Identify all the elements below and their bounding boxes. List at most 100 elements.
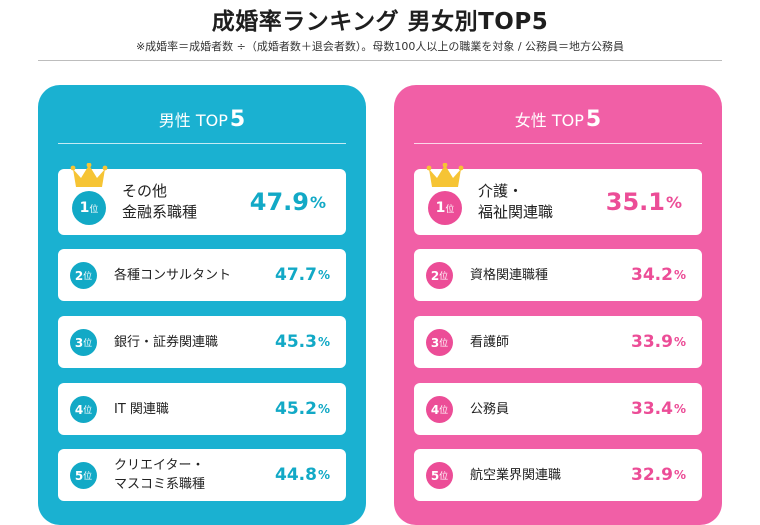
rank-suffix: 位 xyxy=(439,339,449,349)
percent-sign: % xyxy=(317,335,330,349)
marriage-rate-value: 35.1% xyxy=(606,169,682,235)
occupation-label: クリエイター・ マスコミ系職種 xyxy=(114,449,205,501)
rank-number: 1 xyxy=(435,200,446,216)
marriage-rate-value: 47.7% xyxy=(275,249,330,301)
percent-sign: % xyxy=(317,468,330,482)
occupation-line: 福祉関連職 xyxy=(478,203,554,221)
percent-sign: % xyxy=(309,192,326,212)
occupation-line: その他 xyxy=(122,182,168,200)
occupation-line: 銀行・証券関連職 xyxy=(114,334,219,350)
male-panel-divider xyxy=(58,143,346,144)
female-rank-card: 4 位 公務員 33.4% xyxy=(414,383,702,435)
male-panel-heading: 男性 TOP xyxy=(158,111,228,130)
marriage-rate-value: 45.3% xyxy=(275,316,330,368)
marriage-rate-value: 33.4% xyxy=(631,383,686,435)
occupation-label: 介護・ 福祉関連職 xyxy=(478,169,553,235)
male-rank-card: 3 位 銀行・証券関連職 45.3% xyxy=(58,316,346,368)
percent-sign: % xyxy=(673,468,686,482)
rank-number: 4 xyxy=(74,402,84,417)
occupation-label: 公務員 xyxy=(470,383,509,435)
male-panel-heading-number: 5 xyxy=(229,107,246,132)
marriage-rate-value: 34.2% xyxy=(631,249,686,301)
rank-suffix: 位 xyxy=(439,406,449,416)
rate-number: 35.1 xyxy=(605,188,665,216)
marriage-rate-value: 32.9% xyxy=(631,449,686,501)
rate-number: 33.4 xyxy=(631,399,673,419)
marriage-rate-value: 47.9% xyxy=(250,169,326,235)
percent-sign: % xyxy=(665,192,682,212)
occupation-label: 各種コンサルタント xyxy=(114,249,231,301)
occupation-line: 資格関連職種 xyxy=(470,267,549,283)
rate-number: 33.9 xyxy=(631,332,673,352)
rank-number: 4 xyxy=(430,402,440,417)
occupation-label: 看護師 xyxy=(470,316,509,368)
crown-icon xyxy=(426,163,464,187)
occupation-line: 介護・ xyxy=(478,182,524,200)
rank-suffix: 位 xyxy=(89,204,99,215)
rate-number: 45.2 xyxy=(275,399,317,419)
occupation-line: 各種コンサルタント xyxy=(114,267,232,283)
rank-number: 2 xyxy=(74,268,84,283)
percent-sign: % xyxy=(673,268,686,282)
occupation-line: 航空業界関連職 xyxy=(470,467,562,483)
female-panel-divider xyxy=(414,143,702,144)
rank-number: 1 xyxy=(79,200,90,216)
rank-suffix: 位 xyxy=(439,272,449,282)
header-divider xyxy=(38,60,722,61)
female-panel-heading-number: 5 xyxy=(585,107,602,132)
occupation-label: 資格関連職種 xyxy=(470,249,548,301)
definition-note: ※成婚率＝成婚者数 ÷（成婚者数＋退会者数）。母数100人以上の職業を対象 / … xyxy=(135,40,625,53)
occupation-line: マスコミ系職種 xyxy=(114,477,206,492)
page-title: 成婚率ランキング 男女別TOP5 xyxy=(211,9,549,35)
female-rank-card: 5 位 航空業界関連職 32.9% xyxy=(414,449,702,501)
female-panel-heading: 女性 TOP xyxy=(514,111,584,130)
male-rank-card: 2 位 各種コンサルタント 47.7% xyxy=(58,249,346,301)
rank-suffix: 位 xyxy=(83,272,93,282)
male-rank-card: 4 位 IT 関連職 45.2% xyxy=(58,383,346,435)
male-rank-card: 5 位クリエイター・ マスコミ系職種 44.8% xyxy=(58,449,346,501)
male-panel-title: 男性 TOP5 xyxy=(38,107,366,132)
rank-number: 2 xyxy=(430,268,440,283)
occupation-line: 金融系職種 xyxy=(122,203,198,221)
male-ranking-panel: 男性 TOP5 1 位その他 金融系職種 47.9% 2 位各種コンサルタント 47.7% 3… xyxy=(38,85,366,525)
rate-number: 45.3 xyxy=(275,332,317,352)
female-rank-card: 1 位介護・ 福祉関連職 35.1% xyxy=(414,163,702,235)
occupation-label: 銀行・証券関連職 xyxy=(114,316,218,368)
rate-number: 44.8 xyxy=(275,465,317,485)
rank-number: 5 xyxy=(430,468,440,483)
occupation-label: IT 関連職 xyxy=(114,383,169,435)
percent-sign: % xyxy=(673,402,686,416)
occupation-label: その他 金融系職種 xyxy=(122,169,197,235)
occupation-line: IT 関連職 xyxy=(114,401,169,417)
rate-number: 34.2 xyxy=(631,265,673,285)
rank-number: 3 xyxy=(74,335,84,350)
occupation-line: 看護師 xyxy=(470,334,510,350)
marriage-rate-value: 45.2% xyxy=(275,383,330,435)
crown-icon xyxy=(70,163,108,187)
rank-suffix: 位 xyxy=(83,472,93,482)
percent-sign: % xyxy=(673,335,686,349)
rate-number: 47.7 xyxy=(275,265,317,285)
female-panel-title: 女性 TOP5 xyxy=(394,107,722,132)
percent-sign: % xyxy=(317,402,330,416)
female-ranking-panel: 女性 TOP5 1 位介護・ 福祉関連職 35.1% 2 位資格関連職種 34.2% 3 位看護… xyxy=(394,85,722,525)
rank-suffix: 位 xyxy=(439,472,449,482)
rank-suffix: 位 xyxy=(445,204,455,215)
marriage-rate-value: 44.8% xyxy=(275,449,330,501)
occupation-line: 公務員 xyxy=(470,401,510,417)
occupation-line: クリエイター・ xyxy=(114,458,205,473)
rate-number: 47.9 xyxy=(249,188,309,216)
occupation-label: 航空業界関連職 xyxy=(470,449,561,501)
rank-suffix: 位 xyxy=(83,339,93,349)
rank-number: 5 xyxy=(74,468,84,483)
marriage-rate-value: 33.9% xyxy=(631,316,686,368)
